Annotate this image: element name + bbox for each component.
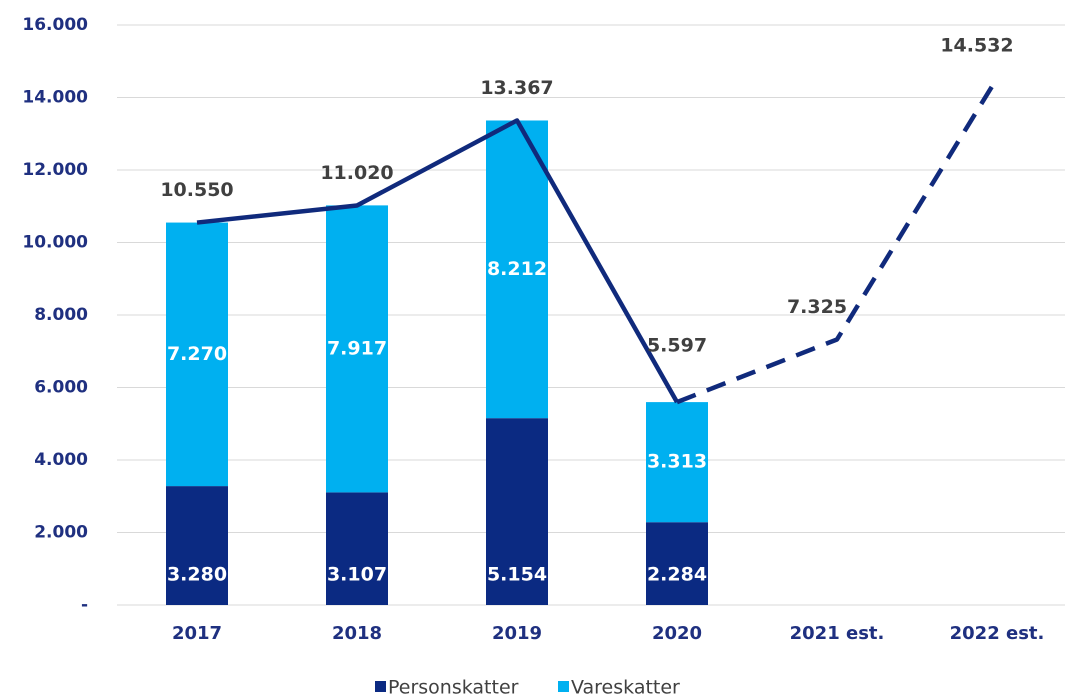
legend-label: Vareskatter xyxy=(571,677,680,699)
y-tick-label: 10.000 xyxy=(22,233,88,253)
legend-swatch xyxy=(558,681,569,692)
y-tick-label: 8.000 xyxy=(34,305,88,325)
x-tick-label: 2018 xyxy=(332,623,382,644)
total-line xyxy=(196,118,679,404)
x-tick-label: 2020 xyxy=(652,623,702,644)
bar-value-label: 3.107 xyxy=(327,564,387,586)
bar-value-label: 3.280 xyxy=(167,564,227,586)
bar-segment xyxy=(166,486,228,605)
bar-segment xyxy=(646,522,708,605)
total-value-label: 13.367 xyxy=(480,77,553,99)
bar-segment xyxy=(166,222,228,487)
bar-value-label: 2.284 xyxy=(647,564,707,586)
bar-segment xyxy=(326,492,388,605)
bar-value-label: 7.270 xyxy=(167,343,227,365)
total-value-label: 5.597 xyxy=(647,335,707,357)
y-tick-label: 16.000 xyxy=(22,15,88,35)
x-tick-label: 2022 est. xyxy=(950,623,1045,644)
total-line-estimate xyxy=(676,77,999,405)
bar-value-label: 3.313 xyxy=(647,451,707,473)
total-value-label: 7.325 xyxy=(787,296,847,318)
y-tick-label: 12.000 xyxy=(22,160,88,180)
bar-segment xyxy=(486,418,548,605)
total-value-label: 14.532 xyxy=(940,35,1013,57)
y-tick-label: 14.000 xyxy=(22,88,88,108)
legend-swatch xyxy=(375,681,386,692)
y-tick-label: 6.000 xyxy=(34,378,88,398)
total-value-label: 10.550 xyxy=(160,179,233,201)
total-value-label: 11.020 xyxy=(320,162,393,184)
bar-value-label: 8.212 xyxy=(487,258,547,280)
x-tick-label: 2021 est. xyxy=(790,623,885,644)
legend-label: Personskatter xyxy=(388,677,519,699)
bar-value-label: 5.154 xyxy=(487,564,547,586)
bar-segment xyxy=(646,402,708,523)
bar-segment xyxy=(326,205,388,493)
y-tick-label: - xyxy=(81,595,88,615)
y-tick-label: 2.000 xyxy=(34,523,88,543)
x-tick-label: 2019 xyxy=(492,623,542,644)
x-tick-label: 2017 xyxy=(172,623,222,644)
y-tick-label: 4.000 xyxy=(34,450,88,470)
bar-value-label: 7.917 xyxy=(327,337,387,359)
bar-segment xyxy=(486,120,548,419)
